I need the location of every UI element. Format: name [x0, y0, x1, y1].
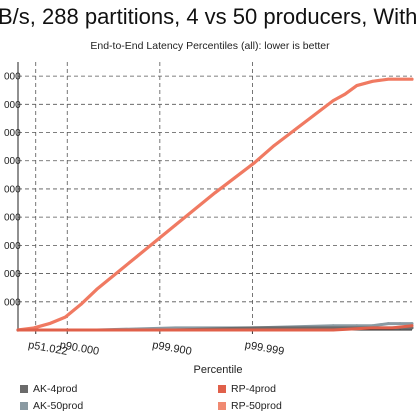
legend-swatch	[218, 385, 226, 393]
data-point-ak-50prod	[386, 322, 390, 325]
chart-subtitle: End-to-End Latency Percentiles (all): lo…	[90, 40, 330, 52]
legend-swatch	[20, 385, 28, 393]
data-point-rp-50prod	[410, 77, 414, 81]
legend-item-rp-4prod: RP-4prod	[218, 383, 276, 395]
series-layer	[16, 77, 414, 332]
data-point-rp-50prod	[363, 82, 367, 85]
tick-labels: 000000000000000000000000000p51.022p90.00…	[4, 72, 285, 358]
data-point-rp-4prod	[390, 326, 394, 330]
y-tick-label: 000	[4, 100, 21, 111]
legend-label: RP-50prod	[231, 400, 282, 412]
legend-label: AK-50prod	[33, 400, 84, 412]
data-point-rp-4prod	[253, 328, 256, 332]
data-point-rp-50prod	[253, 161, 256, 165]
chart-title: B/s, 288 partitions, 4 vs 50 producers, …	[0, 4, 420, 29]
legend-swatch	[218, 402, 226, 410]
data-point-rp-50prod	[371, 79, 374, 83]
data-point-rp-50prod	[233, 176, 237, 180]
legend-label: RP-4prod	[231, 383, 276, 395]
axes	[17, 62, 412, 334]
y-tick-label: 000	[4, 241, 21, 252]
data-point-rp-50prod	[48, 322, 51, 325]
data-point-rp-50prod	[386, 77, 390, 81]
y-tick-label: 000	[4, 269, 21, 280]
data-point-rp-50prod	[63, 315, 67, 319]
data-point-rp-50prod	[292, 129, 296, 133]
data-point-rp-50prod	[134, 255, 138, 259]
data-point-rp-50prod	[272, 144, 276, 148]
data-point-ak-50prod	[398, 322, 402, 325]
data-point-rp-50prod	[312, 114, 315, 117]
data-point-rp-4prod	[331, 328, 335, 332]
data-point-rp-50prod	[174, 223, 178, 227]
data-point-rp-50prod	[343, 92, 347, 96]
y-tick-label: 000	[4, 128, 21, 139]
x-tick-label: p99.900	[151, 339, 192, 358]
legend-item-ak-50prod: AK-50prod	[20, 400, 83, 412]
legend-item-rp-50prod: RP-50prod	[218, 400, 282, 412]
y-tick-label: 000	[4, 184, 21, 195]
x-tick-label: p99.999	[244, 339, 285, 358]
data-point-rp-4prod	[410, 324, 414, 328]
data-point-rp-4prod	[371, 326, 374, 330]
data-point-ak-50prod	[410, 322, 414, 325]
grid-lines	[18, 62, 412, 330]
y-tick-label: 000	[4, 156, 21, 167]
y-tick-label: 000	[4, 72, 21, 83]
data-point-rp-50prod	[355, 84, 359, 87]
legend-swatch	[20, 402, 28, 410]
legend-label: AK-4prod	[33, 383, 78, 395]
data-point-rp-4prod	[134, 328, 138, 332]
legend-item-ak-4prod: AK-4prod	[20, 383, 77, 395]
data-point-rp-50prod	[79, 302, 83, 306]
y-tick-label: 000	[4, 213, 21, 224]
y-tick-label: 000	[4, 297, 21, 308]
series-line-rp-50prod	[16, 77, 414, 332]
data-point-rp-50prod	[95, 287, 99, 291]
x-axis-label: Percentile	[194, 364, 243, 376]
data-point-rp-50prod	[331, 99, 335, 102]
data-point-rp-50prod	[213, 191, 217, 195]
